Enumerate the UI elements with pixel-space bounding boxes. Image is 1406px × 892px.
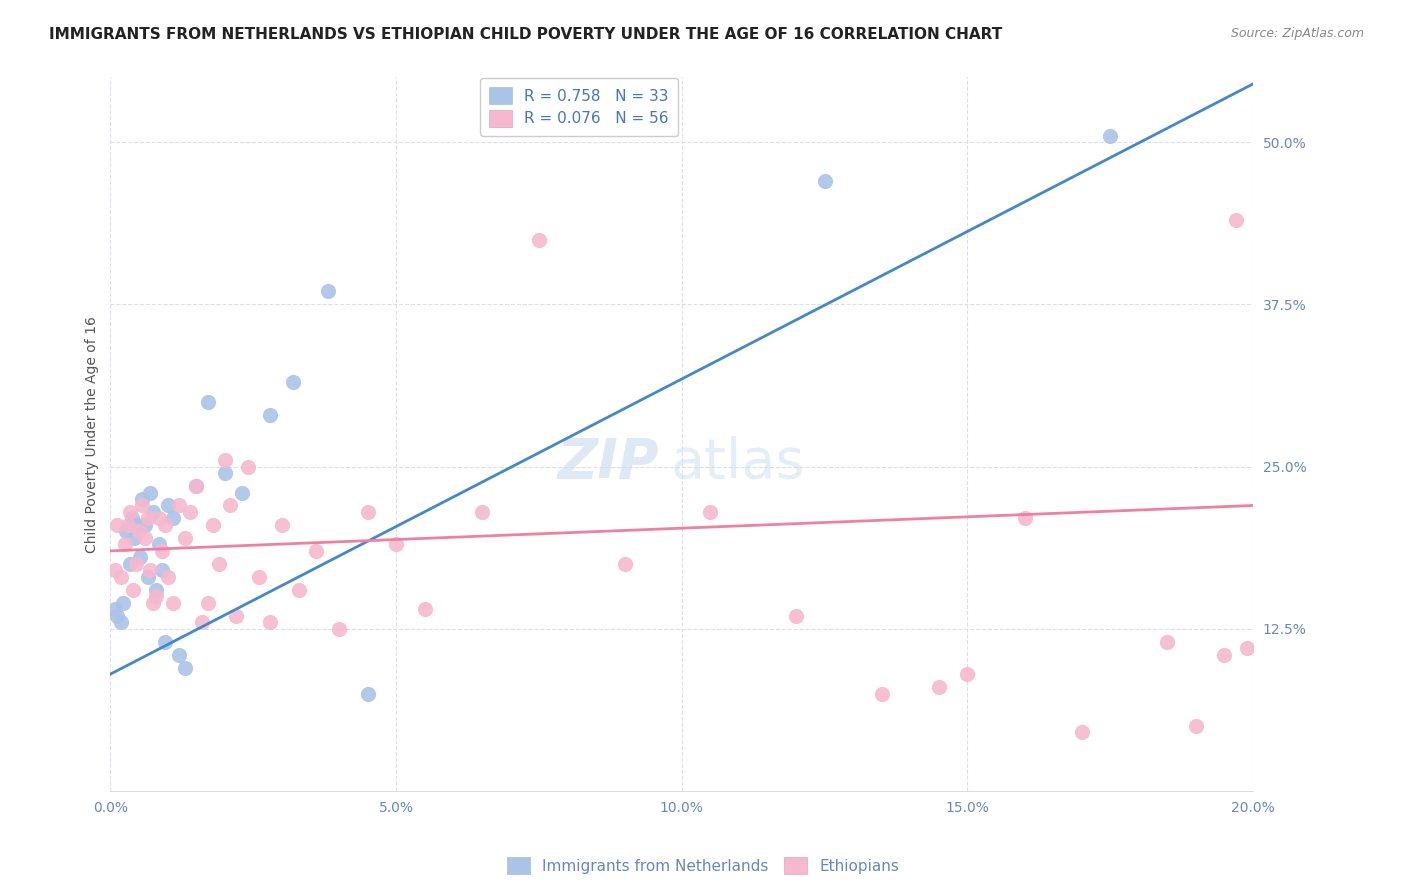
Point (142, 596, 165, 610)
Text: Source: ZipAtlas.com: Source: ZipAtlas.com (1230, 27, 1364, 40)
Point (150, 563, 173, 577)
Point (131, 499, 153, 513)
Point (167, 499, 190, 513)
Point (104, 563, 127, 577)
Point (231, 485, 253, 500)
Point (184, 479, 207, 493)
Point (1014, 511, 1036, 525)
Text: ZIP: ZIP (557, 435, 659, 490)
Point (813, 174, 835, 188)
Point (191, 615, 214, 630)
Point (1070, 725, 1092, 739)
Point (124, 531, 146, 545)
Point (134, 531, 156, 545)
Point (120, 557, 142, 571)
Point (179, 505, 201, 519)
Point (356, 505, 378, 519)
Point (115, 524, 138, 539)
Point (305, 544, 328, 558)
Point (128, 524, 150, 539)
Point (110, 615, 132, 630)
Point (208, 557, 231, 571)
Point (136, 570, 159, 584)
Text: atlas: atlas (671, 435, 804, 490)
Point (785, 608, 807, 623)
Point (214, 466, 236, 480)
Point (1236, 641, 1258, 656)
Point (134, 517, 156, 532)
Point (247, 570, 270, 584)
Point (139, 563, 162, 577)
Point (162, 511, 184, 525)
Point (120, 505, 142, 519)
Point (117, 517, 139, 532)
Point (283, 376, 305, 390)
Point (122, 582, 145, 597)
Point (870, 687, 893, 701)
Point (173, 660, 195, 674)
Point (956, 667, 979, 681)
Point (1225, 213, 1247, 227)
Point (527, 233, 550, 247)
Point (139, 485, 162, 500)
Point (613, 557, 636, 571)
Point (145, 582, 167, 597)
Point (131, 491, 153, 506)
Point (156, 499, 179, 513)
Point (288, 582, 311, 597)
Point (125, 557, 148, 571)
Point (111, 596, 134, 610)
Point (259, 615, 281, 630)
Point (356, 687, 378, 701)
Point (1099, 128, 1122, 143)
Point (127, 517, 149, 532)
Point (156, 570, 179, 584)
Point (413, 602, 436, 616)
Point (270, 517, 292, 532)
Point (145, 589, 167, 603)
Point (153, 517, 176, 532)
Point (197, 394, 219, 409)
Point (114, 537, 136, 551)
Point (219, 499, 242, 513)
Point (385, 537, 408, 551)
Point (167, 648, 190, 662)
Point (129, 550, 152, 565)
Point (105, 517, 128, 532)
Point (110, 570, 132, 584)
Y-axis label: Child Poverty Under the Age of 16: Child Poverty Under the Age of 16 (86, 316, 100, 552)
Point (471, 505, 494, 519)
Point (214, 453, 236, 467)
Point (316, 285, 339, 299)
Text: IMMIGRANTS FROM NETHERLANDS VS ETHIOPIAN CHILD POVERTY UNDER THE AGE OF 16 CORRE: IMMIGRANTS FROM NETHERLANDS VS ETHIOPIAN… (49, 27, 1002, 42)
Point (259, 408, 281, 422)
Point (197, 596, 219, 610)
Point (225, 608, 247, 623)
Point (1156, 634, 1178, 648)
Point (148, 537, 170, 551)
Point (699, 505, 721, 519)
Point (236, 459, 259, 474)
Point (202, 517, 225, 532)
Point (173, 531, 195, 545)
Point (136, 511, 159, 525)
Point (104, 602, 127, 616)
Point (148, 511, 170, 525)
Point (184, 479, 207, 493)
Point (328, 622, 350, 636)
Legend: R = 0.758   N = 33, R = 0.076   N = 56: R = 0.758 N = 33, R = 0.076 N = 56 (479, 78, 678, 136)
Point (1185, 719, 1208, 733)
Point (142, 505, 165, 519)
Point (1213, 648, 1236, 662)
Point (150, 544, 173, 558)
Legend: Immigrants from Netherlands, Ethiopians: Immigrants from Netherlands, Ethiopians (501, 851, 905, 880)
Point (153, 634, 176, 648)
Point (162, 596, 184, 610)
Point (121, 511, 143, 525)
Point (928, 680, 950, 694)
Point (105, 608, 128, 623)
